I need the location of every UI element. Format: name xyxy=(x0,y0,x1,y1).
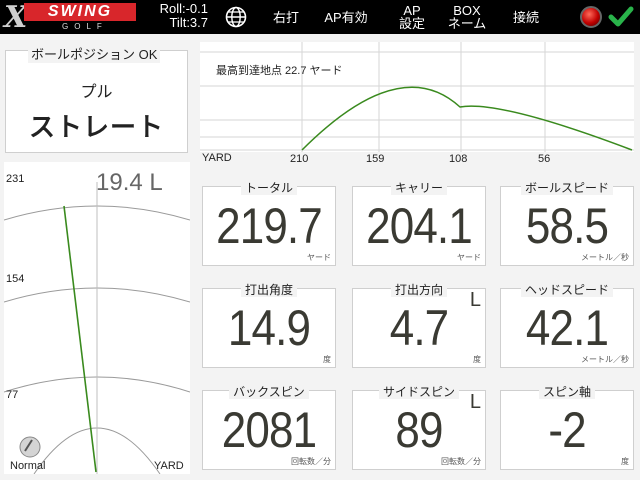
trajectory-axis-label: YARD xyxy=(202,152,232,164)
back-spin-value: 2081 xyxy=(221,402,317,458)
ball-position-status: ボールポジション OK xyxy=(28,44,161,63)
trajectory-tick: 159 xyxy=(366,153,384,164)
lateral-tick: 154 xyxy=(6,273,24,285)
head-speed-value: 42.1 xyxy=(525,300,609,356)
lateral-tick: 77 xyxy=(6,389,18,401)
card-unit: ヤード xyxy=(307,253,331,262)
lateral-offset: 19.4 L xyxy=(96,169,163,196)
card-unit: 度 xyxy=(473,355,481,364)
roll-tilt-readout: Roll:-0.1 Tilt:3.7 xyxy=(150,2,208,30)
head-speed-card: ヘッドスピード 42.1 メートル／秒 xyxy=(500,283,634,368)
roll-readout: Roll:-0.1 xyxy=(159,1,208,16)
trajectory-tick: 56 xyxy=(538,153,550,164)
ball-shape-label: ストレート xyxy=(28,113,164,143)
ap-enable-button[interactable]: AP有効 xyxy=(324,9,368,25)
globe-icon xyxy=(225,6,247,28)
card-unit: 回転数／分 xyxy=(441,457,481,466)
ball-speed-card: ボールスピード 58.5 メートル／秒 xyxy=(500,181,634,266)
back-spin-card: バックスピン 2081 回転数／分 xyxy=(202,385,336,470)
card-title: トータル xyxy=(240,181,297,195)
lateral-dispersion-chart: 19.4 L 231 154 77 Normal YARD xyxy=(4,162,190,474)
total-value: 219.7 xyxy=(216,198,323,254)
card-unit: 度 xyxy=(621,457,629,466)
ap-settings-line2: 設定 xyxy=(398,16,425,31)
card-title: ボールスピード xyxy=(520,181,613,195)
card-unit: メートル／秒 xyxy=(581,253,629,262)
card-unit: ヤード xyxy=(457,253,481,262)
card-title: スピン軸 xyxy=(538,385,595,399)
carry-value: 204.1 xyxy=(366,198,473,254)
total-card: トータル 219.7 ヤード xyxy=(202,181,336,266)
logo-x: X xyxy=(4,0,28,35)
card-title: バックスピン xyxy=(229,385,309,399)
card-title: キャリー xyxy=(390,181,447,195)
direction-indicator: L xyxy=(469,391,481,413)
trajectory-chart: 最高到達地点 22.7 ヤード YARD 210 159 108 56 xyxy=(200,42,634,164)
trajectory-tick: 108 xyxy=(449,153,467,164)
lateral-tick: 231 xyxy=(6,173,24,185)
trajectory-tick: 210 xyxy=(290,153,308,164)
ball-position-panel: プル ストレート xyxy=(5,50,188,153)
top-bar: X SWING GOLF Roll:-0.1 Tilt:3.7 右打 AP有効 … xyxy=(0,0,640,35)
check-icon[interactable] xyxy=(608,4,634,30)
box-name-line2: ネーム xyxy=(447,16,487,31)
card-unit: 回転数／分 xyxy=(291,457,331,466)
card-title: 打出角度 xyxy=(240,283,297,297)
direction-indicator: L xyxy=(469,289,481,311)
connect-button[interactable]: 接続 xyxy=(512,9,539,25)
card-unit: メートル／秒 xyxy=(581,355,629,364)
card-title: ヘッドスピード xyxy=(520,283,613,297)
card-title: 打出方向 xyxy=(390,283,447,297)
connection-status-light xyxy=(580,6,602,28)
ball-curve-label: プル xyxy=(80,82,113,101)
logo-golf: GOLF xyxy=(62,22,108,31)
ball-flight-path xyxy=(301,86,633,151)
launch-direction-card: 打出方向 L 4.7 度 xyxy=(352,283,486,368)
lateral-flight-line xyxy=(63,205,97,473)
club-icon xyxy=(19,436,41,458)
box-name-button[interactable]: BOX ネーム xyxy=(442,0,492,34)
tilt-readout: Tilt:3.7 xyxy=(169,15,208,30)
handedness-button[interactable]: 右打 xyxy=(272,9,299,25)
side-spin-value: 89 xyxy=(395,402,443,458)
lateral-axis-label: YARD xyxy=(154,460,184,472)
card-unit: 度 xyxy=(323,355,331,364)
ap-settings-line1: AP xyxy=(403,3,421,18)
box-name-line1: BOX xyxy=(453,3,481,18)
ball-speed-value: 58.5 xyxy=(525,198,609,254)
launch-angle-value: 14.9 xyxy=(227,300,311,356)
card-title: サイドスピン xyxy=(378,385,459,399)
ap-settings-button[interactable]: AP 設定 xyxy=(392,0,432,34)
language-button[interactable] xyxy=(222,0,250,34)
mode-label: Normal xyxy=(10,460,45,472)
xswing-logo: X SWING GOLF xyxy=(4,0,136,35)
side-spin-card: サイドスピン L 89 回転数／分 xyxy=(352,385,486,470)
spin-axis-card: スピン軸 -2 度 xyxy=(500,385,634,470)
carry-card: キャリー 204.1 ヤード xyxy=(352,181,486,266)
launch-angle-card: 打出角度 14.9 度 xyxy=(202,283,336,368)
spin-axis-value: -2 xyxy=(548,402,586,458)
launch-direction-value: 4.7 xyxy=(389,300,449,356)
logo-swing: SWING xyxy=(24,3,136,21)
max-height-label: 最高到達地点 22.7 ヤード xyxy=(216,63,343,77)
